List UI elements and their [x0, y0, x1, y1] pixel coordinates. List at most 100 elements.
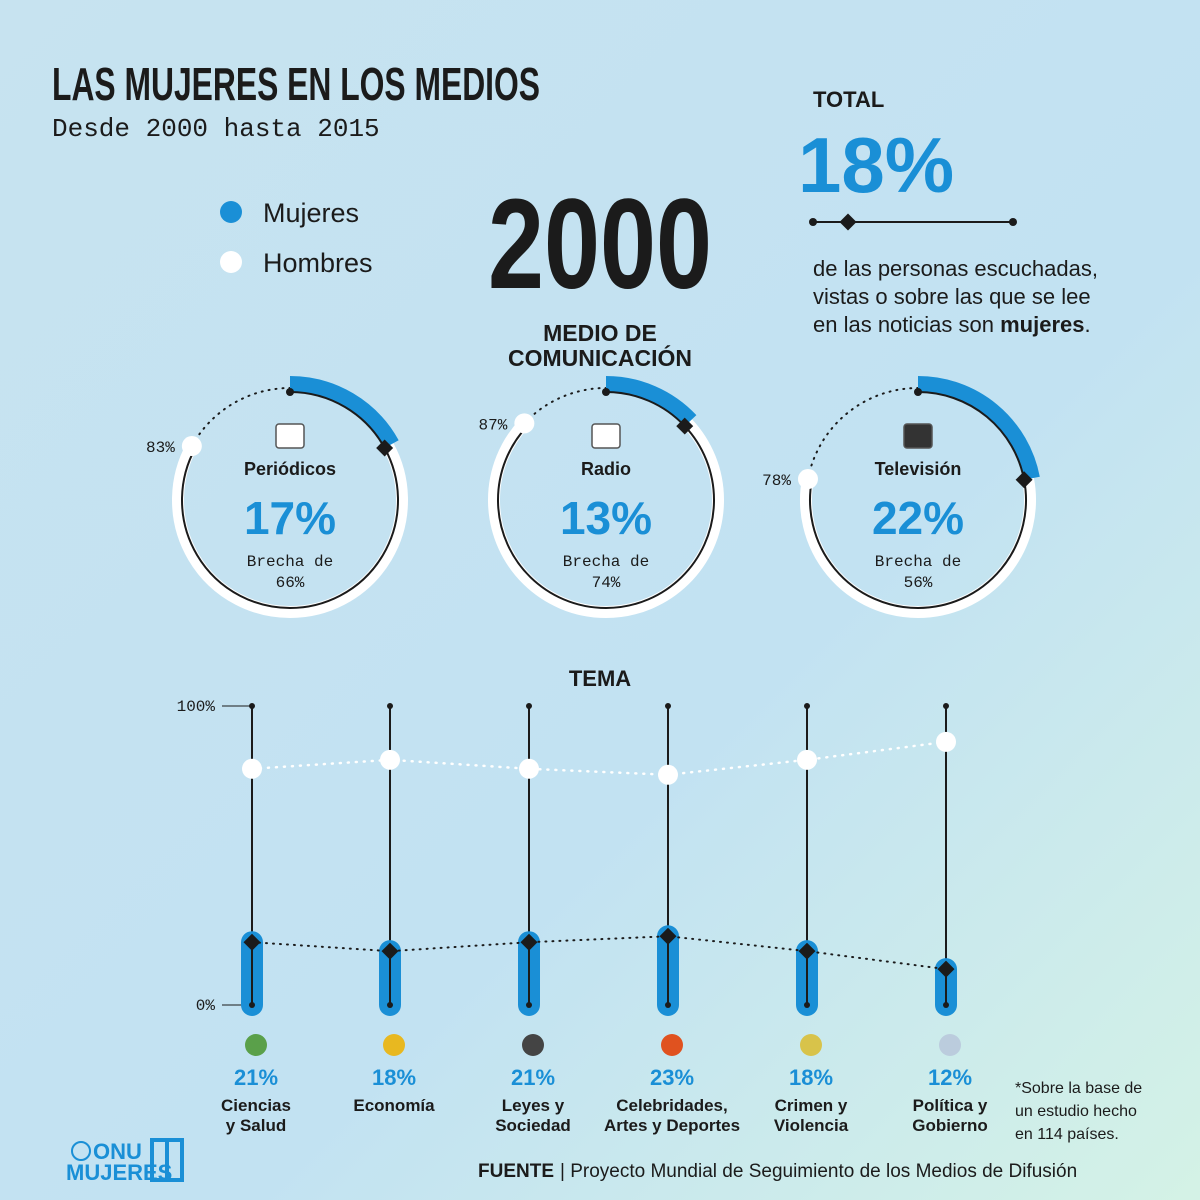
media-title: MEDIO DE — [543, 320, 657, 346]
women-line — [289, 391, 386, 449]
women-label: 17% — [244, 492, 336, 544]
media-name: Televisión — [875, 459, 962, 479]
gap-value: 56% — [904, 574, 933, 592]
men-dot — [797, 469, 818, 490]
media-name: Periódicos — [244, 459, 336, 479]
topic-name: y Salud — [226, 1116, 286, 1135]
women-diamond — [659, 927, 677, 945]
legend-swatch — [220, 201, 242, 223]
end-dot — [526, 1002, 532, 1008]
topic-name: Ciencias — [221, 1096, 291, 1115]
end-dot — [804, 703, 810, 709]
end-dot — [943, 703, 949, 709]
start-dot — [602, 388, 610, 396]
topic-name: Celebridades, — [616, 1096, 728, 1115]
footnote: *Sobre la base de — [1015, 1080, 1142, 1097]
women-diamond — [520, 933, 538, 951]
women-label: 13% — [560, 492, 652, 544]
total-label: TOTAL — [813, 87, 884, 112]
topic-name: Economía — [353, 1096, 435, 1115]
topic-icon — [522, 1034, 544, 1056]
women-label: 21% — [234, 1065, 278, 1090]
end-dot — [665, 703, 671, 709]
end-dot — [526, 703, 532, 709]
topic-name: Crimen y — [775, 1096, 848, 1115]
gap-text: Brecha de — [875, 553, 961, 571]
start-dot — [286, 388, 294, 396]
topic-icon — [661, 1034, 683, 1056]
total-text: en las noticias son mujeres. — [813, 312, 1091, 337]
divider — [809, 213, 1017, 231]
legend-label: Mujeres — [263, 198, 359, 228]
topic-name: Artes y Deportes — [604, 1116, 740, 1135]
topic-icon — [939, 1034, 961, 1056]
men-dot — [380, 749, 400, 770]
topic-name: Política y — [913, 1096, 988, 1115]
y-tick-label: 0% — [196, 997, 216, 1015]
media-name: Radio — [581, 459, 631, 479]
logo-text: ONU — [93, 1139, 142, 1164]
footnote: un estudio hecho — [1015, 1103, 1137, 1120]
women-label: 23% — [650, 1065, 694, 1090]
women-line — [917, 391, 1026, 480]
inner-line — [809, 479, 1027, 609]
y-tick-label: 100% — [177, 698, 216, 716]
topic-icon — [383, 1034, 405, 1056]
media-icon — [275, 423, 305, 449]
legend-swatch — [220, 251, 242, 273]
footnote: en 114 países. — [1015, 1126, 1119, 1143]
men-dot — [936, 731, 956, 752]
gap-text: Brecha de — [563, 553, 649, 571]
topic-icon — [800, 1034, 822, 1056]
women-line — [605, 391, 686, 427]
source: FUENTE | Proyecto Mundial de Seguimiento … — [478, 1161, 1077, 1182]
topic-icon — [245, 1034, 267, 1056]
title: LAS MUJERES EN LOS MEDIOS — [52, 58, 540, 110]
men-arc — [800, 477, 1036, 618]
men-label: 87% — [479, 416, 508, 434]
women-arc — [917, 376, 1040, 480]
women-diamond — [376, 439, 394, 457]
women-label: 12% — [928, 1065, 972, 1090]
media-icon — [591, 423, 621, 449]
women-arc — [605, 376, 697, 427]
gap-value: 74% — [592, 574, 621, 592]
gap-value: 66% — [276, 574, 305, 592]
start-dot — [914, 388, 922, 396]
gap-text: Brecha de — [247, 553, 333, 571]
topic-name: Sociedad — [495, 1116, 571, 1135]
end-dot — [387, 703, 393, 709]
men-label: 78% — [762, 472, 791, 490]
end-dot — [943, 1002, 949, 1008]
women-diamond — [676, 417, 694, 435]
women-label: 18% — [789, 1065, 833, 1090]
women-label: 22% — [872, 492, 964, 544]
women-diamond — [381, 942, 399, 960]
women-diamond — [937, 960, 955, 978]
topic-name: Violencia — [774, 1116, 849, 1135]
total-value: 18% — [798, 121, 954, 209]
topic-name: Gobierno — [912, 1116, 988, 1135]
end-dot — [665, 1002, 671, 1008]
logo: ONU MUJERES — [66, 1138, 184, 1185]
media-title: COMUNICACIÓN — [508, 344, 692, 371]
inner-line — [181, 447, 399, 609]
end-dot — [249, 1002, 255, 1008]
men-dot — [519, 758, 539, 779]
year: 2000 — [488, 173, 712, 316]
inner-line — [497, 425, 715, 609]
total-text: de las personas escuchadas, — [813, 256, 1098, 281]
media-icon — [903, 423, 933, 449]
men-dot — [658, 764, 678, 785]
women-diamond — [243, 933, 261, 951]
women-label: 21% — [511, 1065, 555, 1090]
men-dot — [181, 436, 202, 457]
end-dot — [387, 1002, 393, 1008]
men-dot — [797, 749, 817, 770]
men-arc — [488, 419, 724, 618]
legend-label: Hombres — [263, 248, 373, 278]
men-label: 83% — [146, 439, 175, 457]
men-dot — [242, 758, 262, 779]
